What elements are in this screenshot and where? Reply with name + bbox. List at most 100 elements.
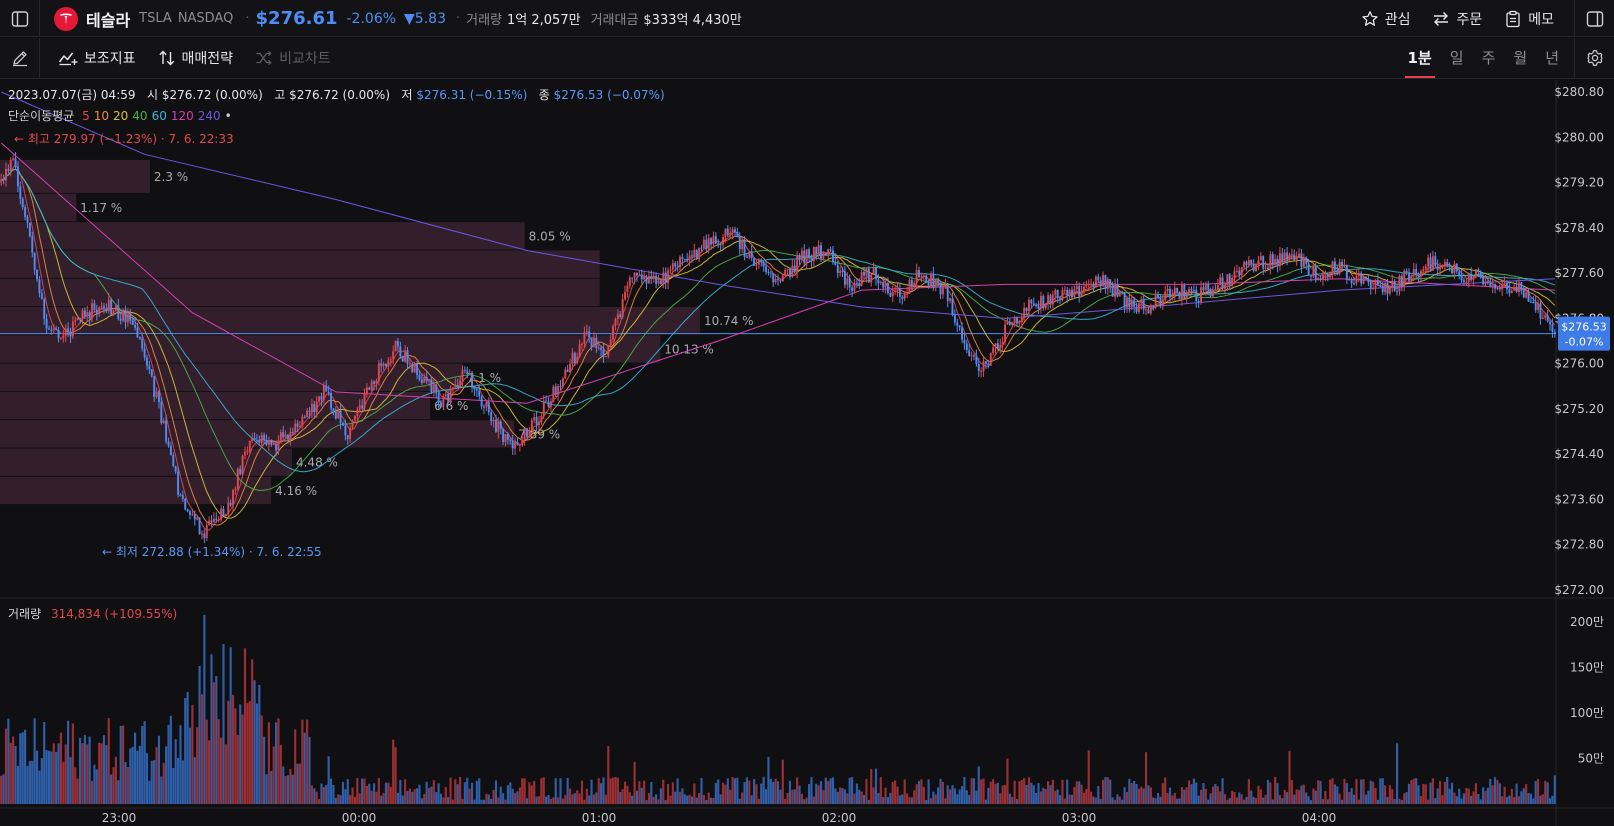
memo-button[interactable]: 메모 <box>1504 9 1554 29</box>
candle-body <box>1137 303 1140 312</box>
candle-body <box>315 401 318 413</box>
indicators-button[interactable]: 보조지표 <box>58 48 136 68</box>
volume-bar <box>100 743 103 804</box>
candle-body <box>619 314 622 317</box>
volume-bar <box>492 789 495 804</box>
candle-body <box>1075 286 1078 289</box>
candle-body <box>1312 266 1315 277</box>
candle-body <box>1515 286 1518 292</box>
candle-body <box>1546 314 1549 322</box>
volume-bar <box>542 777 545 804</box>
volume-bar <box>700 778 703 804</box>
candle-body <box>913 283 916 287</box>
volume-bar <box>1247 779 1250 804</box>
volume-bar <box>1329 779 1332 804</box>
candle-body <box>287 434 289 440</box>
period-1min[interactable]: 1분 <box>1404 38 1436 78</box>
volume-bar <box>702 795 705 804</box>
volume-bar <box>686 795 689 804</box>
candle-body <box>638 274 641 276</box>
period-week[interactable]: 주 <box>1481 49 1496 67</box>
candle-body <box>215 518 218 521</box>
candle-body <box>167 441 170 446</box>
volume-bar <box>576 790 579 804</box>
volume-bar <box>927 779 930 804</box>
candle-body <box>344 425 347 436</box>
volume-bar <box>958 789 961 804</box>
price-axis-tick: $278.40 <box>1554 221 1604 235</box>
volume-bar <box>1092 796 1095 804</box>
price-chart[interactable]: 2.3 %1.17 %8.05 %10.74 %10.13 %7.1 %6.6 … <box>0 80 1614 826</box>
candle-body <box>851 287 854 291</box>
volume-bar <box>466 777 469 804</box>
candle-body <box>1082 286 1085 293</box>
volume-bar <box>738 798 741 804</box>
volume-bar <box>1429 782 1432 804</box>
volume-bar <box>210 654 213 804</box>
volume-bar <box>255 703 259 804</box>
candle-body <box>583 331 586 344</box>
candle-body <box>105 308 108 312</box>
current-price-tag-value: $276.53 <box>1561 321 1607 334</box>
period-month[interactable]: 월 <box>1513 49 1528 67</box>
volume-bar <box>831 777 835 804</box>
volume-bar <box>499 786 502 804</box>
volume-profile-label: 4.16 % <box>275 484 317 498</box>
tools-left: 보조지표 매매전략 비교차트 <box>58 38 331 78</box>
candle-body <box>573 352 576 364</box>
volume-axis-tick: 50만 <box>1578 752 1604 766</box>
volume-bar <box>231 694 235 804</box>
candle-body <box>1147 309 1150 314</box>
volume-bar <box>896 786 899 804</box>
candle-body <box>95 309 98 315</box>
candle-body <box>1410 275 1413 281</box>
sidebar-toggle-button[interactable] <box>0 0 40 37</box>
candle-body <box>71 321 74 337</box>
candle-body <box>48 328 50 330</box>
period-year[interactable]: 년 <box>1545 49 1559 67</box>
volume-bar <box>1145 752 1148 804</box>
strategy-button[interactable]: 매매전략 <box>158 48 233 68</box>
volume-bar <box>38 770 41 804</box>
moving-average-legend[interactable]: 단순이동평균 5 10 20 40 60 120 240 • <box>8 107 236 124</box>
volume-bar <box>999 793 1002 804</box>
volume-bar <box>585 788 588 804</box>
chart-settings-button[interactable] <box>1574 38 1614 78</box>
candle-body <box>1078 286 1081 297</box>
watchlist-button[interactable]: 관심 <box>1361 9 1410 29</box>
candle-body <box>894 290 897 292</box>
volume-bar <box>597 778 600 804</box>
volume-bar <box>93 764 96 804</box>
volume-bar <box>970 778 973 804</box>
volume-bar <box>1491 785 1494 804</box>
candle-body <box>385 363 387 367</box>
volume-bar <box>664 800 667 804</box>
volume-bar <box>222 643 225 804</box>
volume-bar <box>1109 779 1112 804</box>
volume-bar <box>1436 788 1439 804</box>
candle-body <box>1532 301 1535 303</box>
candle-body <box>40 293 43 300</box>
candle-body <box>28 222 31 237</box>
candle-body <box>1510 290 1513 294</box>
volume-bar <box>944 798 947 804</box>
candle-body <box>1008 321 1011 325</box>
right-panel-toggle-button[interactable] <box>1574 0 1614 37</box>
candle-body <box>1431 256 1434 271</box>
candle-body <box>989 352 992 366</box>
volume-bar <box>200 694 204 804</box>
candle-body <box>181 495 184 499</box>
volume-bar <box>626 785 629 804</box>
price-axis-tick: $272.80 <box>1554 538 1604 552</box>
clipboard-icon <box>1506 10 1520 27</box>
drawing-tool-button[interactable] <box>0 38 40 78</box>
compare-chart-button[interactable]: 비교차트 <box>255 48 331 68</box>
volume-bar <box>1314 790 1317 804</box>
order-button[interactable]: 주문 <box>1432 9 1482 29</box>
volume-bar <box>14 745 17 804</box>
period-day[interactable]: 일 <box>1449 49 1464 67</box>
volume-bar <box>1386 796 1389 804</box>
candle-body <box>19 186 22 199</box>
candle-body <box>497 421 500 432</box>
volume-bar <box>571 794 574 804</box>
